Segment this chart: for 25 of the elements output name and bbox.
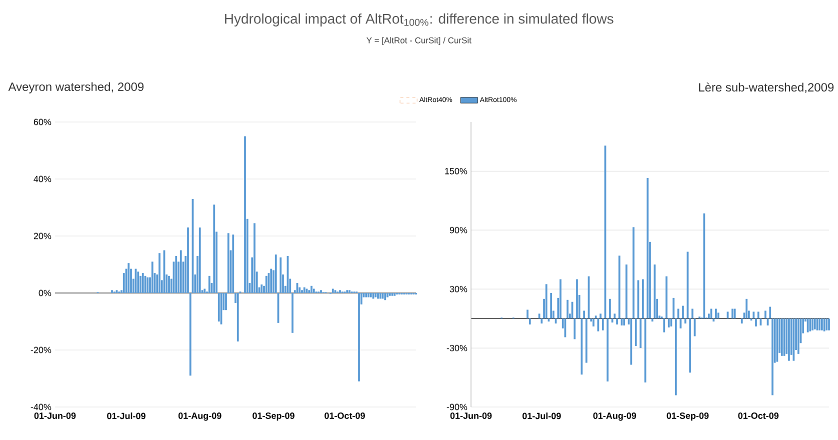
x-tick-label: 01-Jul-09 [107,412,146,420]
y-tick-label: 40% [34,176,52,182]
x-tick-label: 01-Oct-09 [738,412,779,419]
x-tick-label: 01-Oct-09 [324,412,365,419]
x-tick-label: 01-Jun-09 [450,412,492,419]
chart-subtitle: Y = [AltRot - CurSit] / CurSit [366,37,472,46]
y-tick-label: 90% [450,226,468,234]
chart-title: Hydrological impact of AltRot$_{100%}$: difference in simulated flows [225,13,614,26]
x-tick-label: 01-Jul-09 [522,412,561,420]
x-tick-label: 01-Sep-09 [252,412,294,421]
text: Lère sub-watershed,2009 [699,82,834,93]
y-tick-label: -30% [446,344,468,352]
y-tick-label: 60% [34,118,52,126]
x-tick-label: 01-Jun-09 [34,412,76,419]
y-tick-label: -20% [30,346,52,354]
y-tick-label: -40% [30,404,52,410]
y-tick-label: 150% [445,168,468,174]
y-tick-label: 0% [38,290,52,296]
y-tick-label: 20% [34,232,52,240]
y-tick-label: 30% [450,286,468,292]
x-tick-label: 01-Sep-09 [666,412,709,421]
y-tick-label: -90% [446,404,468,410]
x-tick-label: 01-Aug-09 [593,412,636,421]
x-tick-label: 01-Aug-09 [178,412,222,421]
text: Aveyron watershed, 2009 [8,82,144,94]
